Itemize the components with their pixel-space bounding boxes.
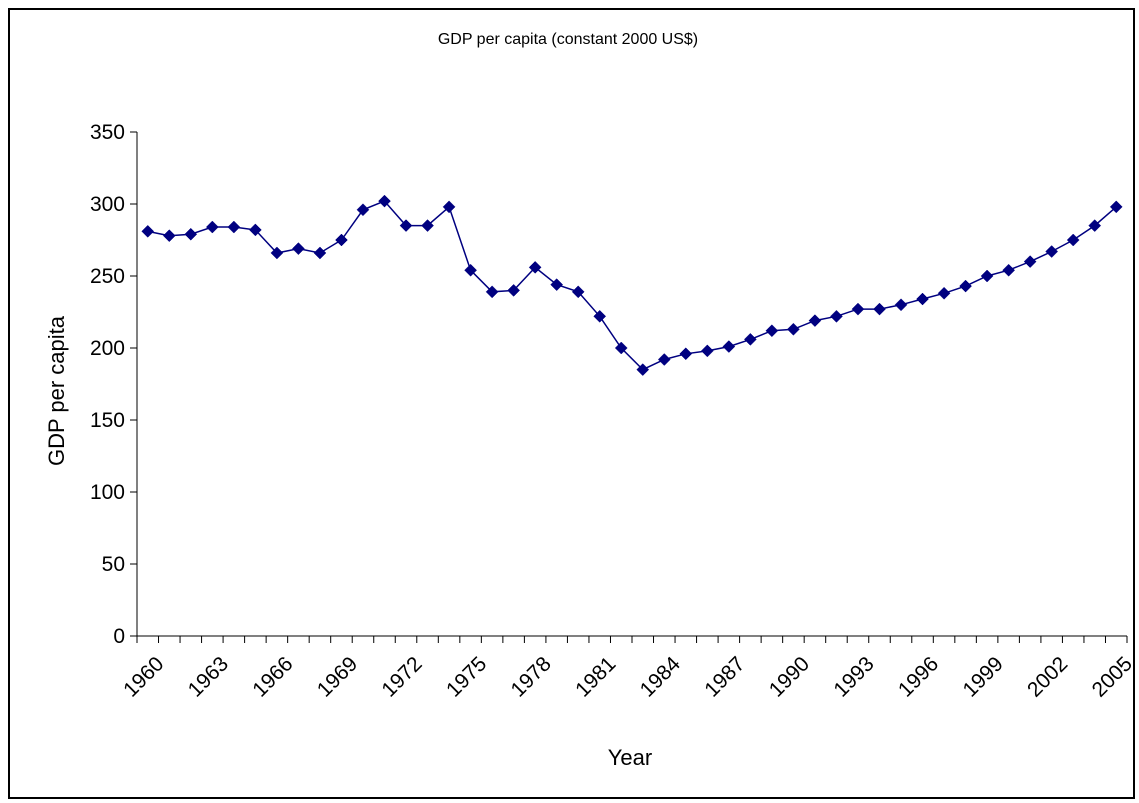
chart-title: GDP per capita (constant 2000 US$): [438, 31, 698, 48]
data-point: [959, 279, 972, 293]
data-point: [162, 229, 176, 243]
x-tick-label: 1972: [377, 652, 426, 701]
data-point: [894, 298, 908, 312]
data-point: [1045, 245, 1059, 258]
data-point: [184, 227, 198, 241]
x-tick-label: 1975: [442, 652, 491, 701]
data-point: [1088, 219, 1102, 232]
x-tick-label: 1960: [119, 652, 168, 701]
data-point: [205, 220, 219, 234]
data-point: [421, 219, 434, 232]
series-line: [147, 200, 1117, 371]
x-tick-label: 1969: [313, 652, 362, 701]
data-point: [808, 314, 822, 327]
y-tick-label: 250: [90, 265, 125, 288]
data-point: [528, 261, 542, 274]
data-point: [1023, 255, 1037, 268]
data-point: [593, 309, 607, 323]
data-point: [550, 278, 564, 291]
y-tick-label: 100: [90, 481, 125, 504]
data-point: [744, 333, 757, 346]
axes: [136, 132, 1127, 637]
x-ticks: 1960 1963 1966 1969 1972 1975 1978 1981 1984 1987…: [119, 636, 1137, 702]
y-ticks: 0 50 100 150 200 250 300 350: [90, 121, 137, 648]
x-tick-label: 1990: [765, 652, 814, 701]
data-point: [141, 225, 155, 238]
data-point: [1109, 200, 1123, 214]
y-tick-label: 200: [90, 337, 125, 360]
data-point: [227, 220, 241, 234]
chart-frame: GDP per capita (constant 2000 US$) 0 50 10…: [8, 8, 1137, 799]
chart-svg: GDP per capita (constant 2000 US$) 0 50 10…: [44, 31, 1137, 770]
data-point: [442, 200, 456, 214]
data-point: [722, 340, 736, 353]
x-tick-label: 1966: [248, 652, 297, 701]
x-tick-label: 1993: [829, 652, 878, 701]
data-point: [270, 246, 284, 260]
data-point: [765, 324, 779, 338]
data-point: [399, 219, 413, 232]
series: [141, 194, 1123, 376]
data-point: [1066, 233, 1080, 247]
data-point: [464, 263, 477, 277]
data-point: [700, 344, 714, 358]
x-tick-label: 1999: [958, 652, 1007, 701]
data-point: [356, 203, 370, 217]
data-point: [485, 285, 499, 299]
x-tick-label: 1963: [184, 652, 233, 701]
data-point: [1002, 263, 1015, 277]
data-point: [916, 292, 929, 306]
y-tick-label: 50: [102, 553, 125, 576]
data-point: [851, 302, 865, 316]
data-point: [614, 341, 628, 355]
data-point: [937, 286, 951, 300]
data-point: [571, 285, 585, 299]
data-point: [787, 322, 800, 336]
data-point: [636, 363, 650, 376]
x-tick-label: 1996: [894, 652, 943, 701]
data-point: [980, 269, 994, 283]
data-point: [507, 284, 520, 297]
y-tick-label: 350: [90, 121, 125, 144]
x-tick-label: 1981: [571, 652, 620, 701]
x-axis-label: Year: [608, 745, 652, 770]
x-tick-label: 2005: [1088, 652, 1137, 701]
data-point: [679, 347, 693, 361]
data-point: [657, 353, 671, 366]
x-tick-label: 1984: [636, 652, 686, 702]
x-tick-label: 1987: [700, 652, 749, 701]
y-tick-label: 300: [90, 193, 125, 216]
data-point: [313, 246, 327, 260]
data-point: [335, 233, 348, 247]
data-point: [249, 223, 262, 237]
y-tick-label: 0: [113, 625, 125, 648]
y-tick-label: 150: [90, 409, 125, 432]
data-point: [873, 302, 886, 316]
data-point: [378, 194, 391, 208]
data-point: [292, 242, 305, 255]
x-tick-label: 1978: [507, 652, 556, 701]
x-tick-label: 2002: [1023, 652, 1072, 701]
data-point: [830, 309, 843, 323]
y-axis-label: GDP per capita: [44, 315, 69, 466]
